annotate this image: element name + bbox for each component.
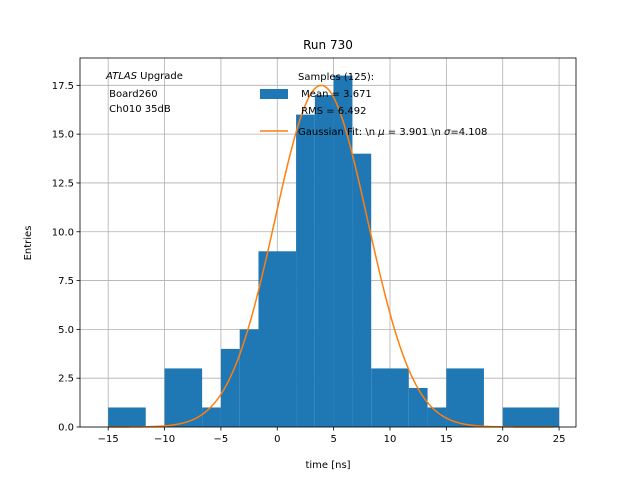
legend-histogram-line-2: Mean = 3.671 — [298, 89, 372, 100]
legend-fit-mu: μ — [377, 127, 384, 138]
legend-histogram-line-1: Samples (125): — [298, 72, 374, 83]
legend-fit-sigma: σ — [444, 127, 451, 138]
x-tick-label: 10 — [384, 434, 397, 445]
x-tick-label: −15 — [98, 434, 119, 445]
histogram-bar — [258, 251, 297, 427]
histogram-bar — [296, 114, 315, 427]
histogram-bar — [352, 153, 372, 427]
histogram-bars — [108, 75, 560, 428]
y-tick-label: 0.0 — [58, 423, 74, 434]
y-tick-label: 5.0 — [58, 325, 74, 336]
y-tick-label: 10.0 — [52, 227, 74, 238]
y-tick-label: 15.0 — [52, 130, 74, 141]
gaussian-fit-curve — [108, 84, 554, 428]
x-tick-label: 0 — [274, 434, 280, 445]
histogram-bar — [371, 368, 390, 427]
x-tick-label: 15 — [440, 434, 453, 445]
annotation-upgrade: Upgrade — [137, 71, 183, 82]
y-axis-ticks: 0.0 2.5 5.0 7.5 10.0 12.5 15.0 17.5 — [52, 81, 80, 434]
legend-fit-label: Gaussian Fit: \n μ = 3.901 \n σ=4.108 — [298, 127, 487, 138]
chart-title: Run 730 — [303, 38, 353, 52]
histogram-bar — [202, 407, 221, 427]
annotation-atlas-italic: ATLAS — [105, 71, 138, 82]
legend: Samples (125): Mean = 3.671 RMS = 6.492 … — [260, 72, 487, 138]
histogram-bar — [314, 95, 334, 427]
legend-fit-middle: = 3.901 \n — [385, 127, 444, 138]
x-axis-ticks: −15 −10 −5 0 5 10 15 20 25 — [98, 427, 566, 445]
y-tick-label: 12.5 — [52, 178, 74, 189]
y-tick-label: 17.5 — [52, 81, 74, 92]
histogram-bar — [390, 368, 409, 427]
x-tick-label: −10 — [154, 434, 175, 445]
legend-histogram-swatch — [260, 89, 288, 99]
annotation-line-2: Board260 — [106, 89, 158, 100]
legend-fit-prefix: Gaussian Fit: \n — [298, 127, 378, 138]
legend-fit-suffix: =4.108 — [450, 127, 487, 138]
histogram-bar — [164, 368, 203, 427]
annotation-line-1: ATLAS Upgrade — [105, 71, 183, 82]
legend-histogram-line-3: RMS = 6.492 — [298, 106, 366, 117]
x-tick-label: −5 — [214, 434, 229, 445]
histogram-bar — [408, 387, 428, 427]
plot-frame — [79, 57, 577, 428]
histogram-bar — [502, 407, 560, 427]
x-axis-label: time [ns] — [305, 460, 350, 471]
histogram-bar — [239, 329, 259, 427]
x-tick-label: 5 — [330, 434, 336, 445]
histogram-bar — [333, 75, 353, 428]
x-tick-label: 25 — [553, 434, 566, 445]
histogram-bar — [446, 368, 484, 427]
x-tick-label: 20 — [496, 434, 509, 445]
y-tick-label: 7.5 — [58, 276, 74, 287]
histogram-bar — [108, 407, 146, 427]
histogram-bar — [427, 407, 447, 427]
y-axis-label: Entries — [23, 226, 34, 261]
annotation-line-3: Ch010 35dB — [106, 104, 171, 115]
y-tick-label: 2.5 — [58, 374, 74, 385]
